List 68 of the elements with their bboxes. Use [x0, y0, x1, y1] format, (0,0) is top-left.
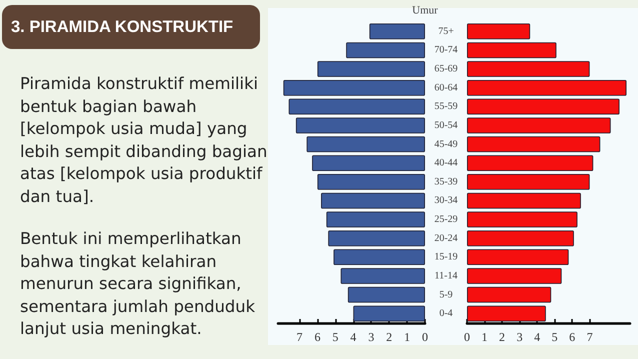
bar — [348, 286, 425, 303]
x-tick-label: 1 — [404, 330, 410, 344]
bar — [467, 306, 546, 322]
y-tick-label: 30-34 — [434, 195, 458, 206]
x-tick-label: 6 — [569, 330, 576, 344]
bar — [334, 249, 425, 266]
bar — [369, 24, 425, 40]
x-tick-label: 4 — [534, 330, 540, 344]
bar — [467, 249, 569, 266]
x-tick-label: 4 — [350, 330, 356, 344]
text: 3. PIRAMIDA KONSTRUKTIF — [2, 5, 260, 49]
x-tick-label: 6 — [314, 330, 320, 344]
x-tick-label: 5 — [552, 330, 558, 344]
x-tick-label: 2 — [386, 330, 392, 344]
y-tick-label: 0-4 — [439, 308, 453, 320]
bar — [467, 155, 594, 171]
y-axis-title: Umur — [412, 4, 438, 16]
bar — [288, 98, 425, 115]
text: Bentuk ini memperlihatkan bahwa tingkat kelahiran menurun secara signifikan, sementara jumlah penduduk lanjut usia meningkat. — [20, 228, 256, 340]
y-tick-label: 5-9 — [439, 289, 453, 300]
y-tick-label: 11-14 — [434, 270, 458, 282]
bar — [353, 306, 425, 322]
bar — [467, 42, 556, 58]
bar — [340, 268, 425, 284]
bar — [326, 212, 425, 228]
bar — [467, 118, 611, 134]
y-tick-label: 35-39 — [434, 176, 458, 188]
bar — [317, 174, 425, 190]
y-tick-label: 20-24 — [434, 232, 458, 244]
text: Piramida konstruktif memiliki bentuk bagian bawah [kelompok usia muda] yang lebih sempit dibanding bagian atas [kelompok usia produktif dan tua]. — [20, 73, 268, 208]
x-tick-label: 1 — [482, 330, 488, 344]
bar — [321, 192, 425, 209]
bar — [467, 212, 578, 228]
x-tick-label: 2 — [499, 330, 506, 344]
x-tick-label: 3 — [368, 330, 374, 344]
bar — [467, 192, 581, 209]
y-tick-label: 40-44 — [434, 158, 458, 169]
bar — [467, 230, 574, 246]
bar — [283, 80, 425, 96]
bar — [328, 230, 425, 246]
bar — [317, 61, 425, 77]
x-tick-label: 7 — [586, 330, 593, 344]
x-tick-label: 7 — [296, 330, 303, 344]
bar — [312, 155, 425, 171]
x-tick-label: 5 — [332, 330, 338, 344]
bar — [467, 24, 530, 40]
bar — [467, 174, 590, 190]
bar — [346, 42, 425, 58]
y-tick-label: 50-54 — [434, 120, 458, 131]
y-tick-label: 70-74 — [434, 44, 458, 56]
y-tick-label: 60-64 — [434, 82, 458, 94]
bar — [467, 61, 590, 77]
bar — [467, 286, 552, 303]
x-tick-label: 3 — [516, 330, 523, 344]
bar — [467, 268, 562, 284]
bar — [296, 118, 425, 134]
bar — [306, 136, 425, 152]
x-tick-label: 0 — [464, 330, 470, 344]
bar — [467, 98, 620, 115]
y-tick-label: 65-69 — [434, 64, 458, 75]
y-tick-label: 55-59 — [434, 101, 458, 112]
y-tick-label: 75+ — [438, 26, 454, 37]
bar — [467, 80, 626, 96]
bar — [467, 136, 600, 152]
y-tick-label: 15-19 — [434, 252, 458, 263]
x-tick-label: 0 — [422, 330, 428, 344]
y-tick-label: 45-49 — [434, 138, 458, 150]
y-tick-label: 25-29 — [434, 214, 458, 226]
